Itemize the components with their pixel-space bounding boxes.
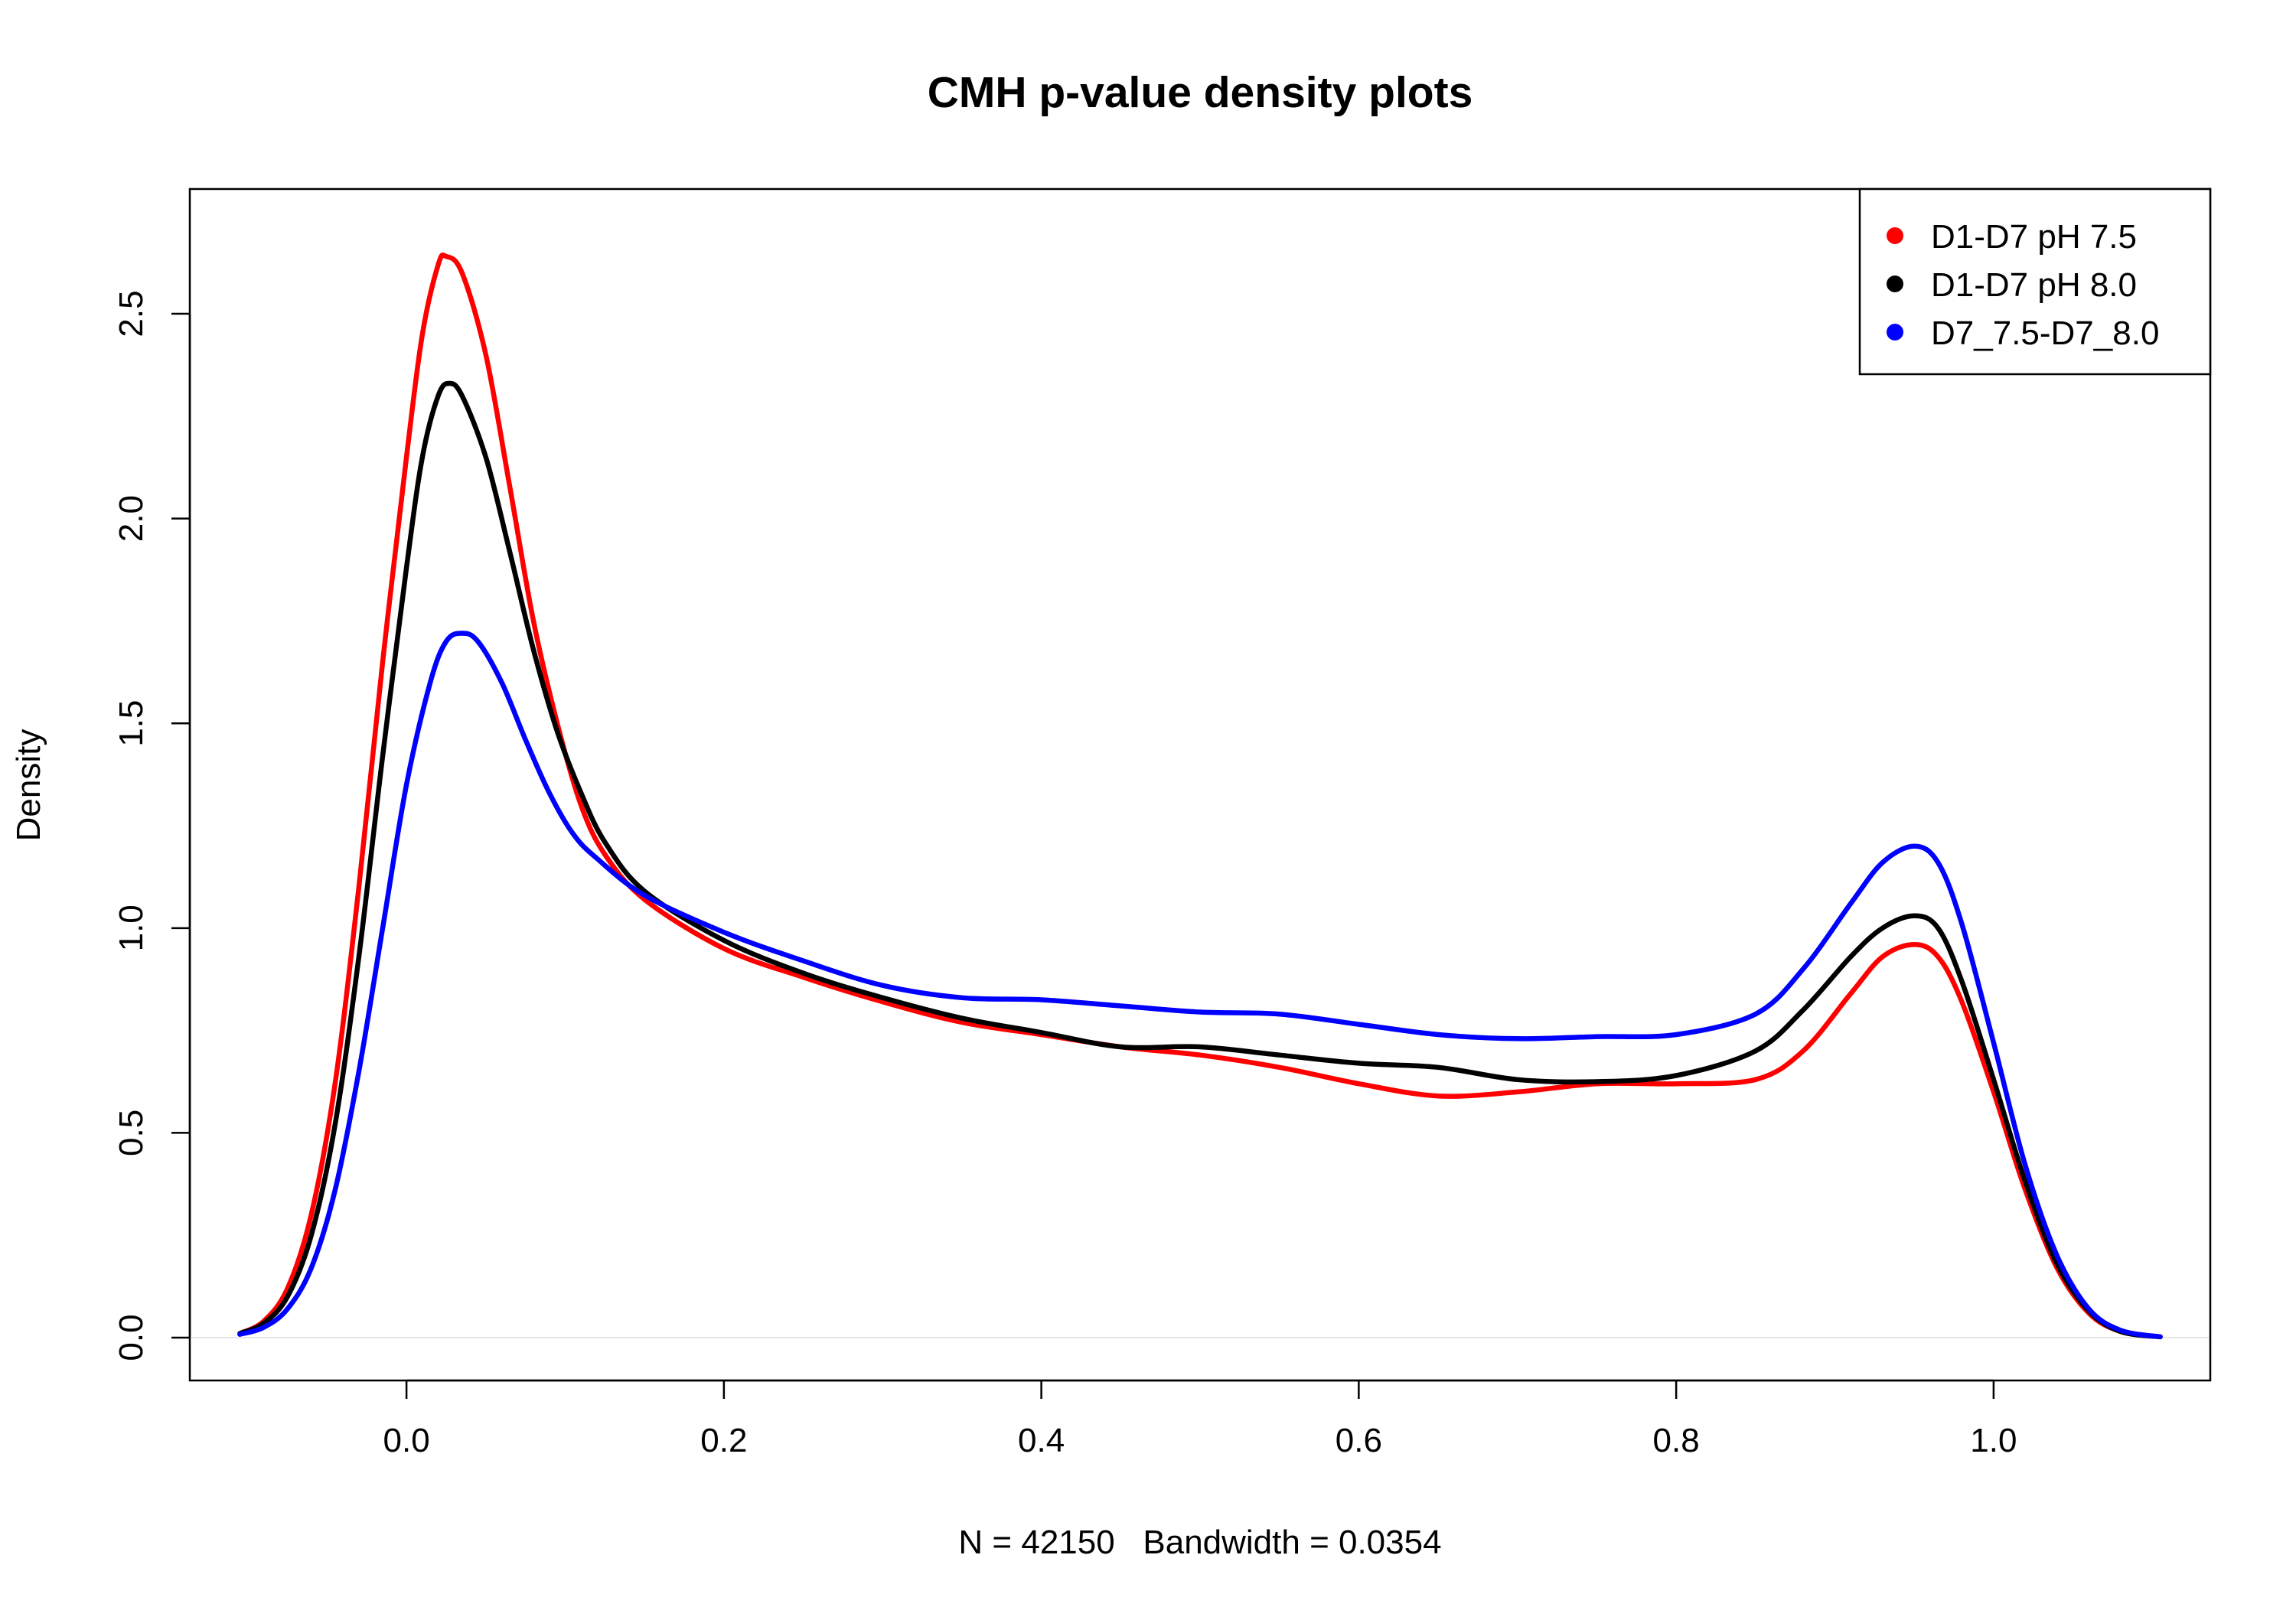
y-axis: 0.0 0.5 1.0 1.5 2.0 2.5 bbox=[113, 290, 191, 1361]
legend-marker-3 bbox=[1887, 324, 1903, 341]
legend-label-2: D1-D7 pH 8.0 bbox=[1931, 266, 2137, 304]
x-tick-label: 0.8 bbox=[1653, 1422, 1700, 1459]
y-tick-label: 0.0 bbox=[113, 1314, 150, 1361]
x-tick-label: 0.6 bbox=[1336, 1422, 1382, 1459]
x-axis: 0.0 0.2 0.4 0.6 0.8 1.0 bbox=[383, 1379, 2017, 1459]
x-tick-label: 1.0 bbox=[1970, 1422, 2017, 1459]
legend: D1-D7 pH 7.5 D1-D7 pH 8.0 D7_7.5-D7_8.0 bbox=[1858, 187, 2212, 376]
legend-marker-2 bbox=[1887, 275, 1903, 292]
series-group bbox=[237, 253, 2163, 1340]
x-tick-label: 0.4 bbox=[1018, 1422, 1065, 1459]
y-axis-label: Density bbox=[10, 729, 47, 842]
series-line-3 bbox=[237, 631, 2163, 1340]
chart-title: CMH p-value density plots bbox=[928, 68, 1473, 117]
y-tick-label: 1.5 bbox=[113, 700, 150, 747]
x-tick-label: 0.2 bbox=[700, 1422, 747, 1459]
y-tick-label: 2.0 bbox=[113, 495, 150, 542]
x-axis-label: N = 42150 Bandwidth = 0.0354 bbox=[958, 1524, 1441, 1561]
x-tick-label: 0.0 bbox=[383, 1422, 430, 1459]
series-line-1 bbox=[237, 253, 2163, 1340]
legend-label-3: D7_7.5-D7_8.0 bbox=[1931, 315, 2159, 352]
y-tick-label: 2.5 bbox=[113, 290, 150, 337]
y-tick-label: 0.5 bbox=[113, 1110, 150, 1156]
legend-items: D1-D7 pH 7.5 D1-D7 pH 8.0 D7_7.5-D7_8.0 bbox=[1887, 218, 2159, 352]
y-tick-label: 1.0 bbox=[113, 905, 150, 951]
series-line-2 bbox=[237, 380, 2163, 1340]
legend-label-1: D1-D7 pH 7.5 bbox=[1931, 218, 2137, 256]
legend-marker-1 bbox=[1887, 227, 1903, 244]
legend-box bbox=[1858, 187, 2212, 376]
